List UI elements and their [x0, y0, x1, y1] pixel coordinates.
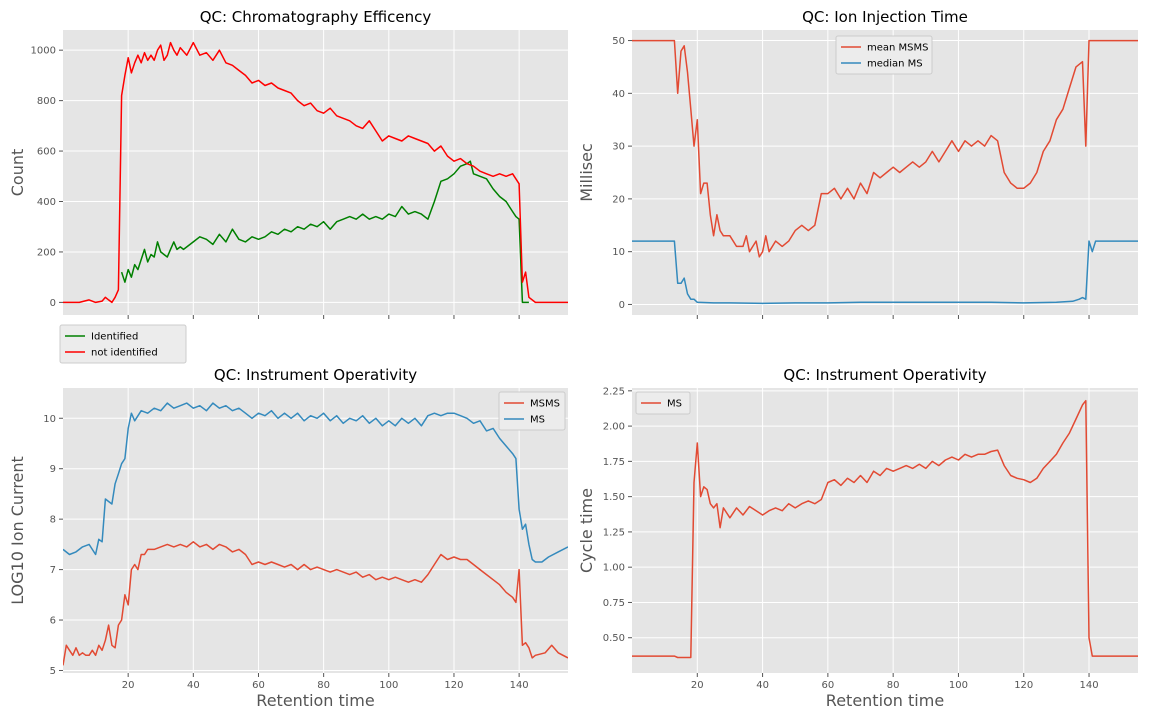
y-tick-label: 1.25 [603, 527, 625, 538]
y-tick-label: 2.25 [603, 386, 625, 397]
series-line-2 [63, 41, 568, 304]
plot-area [632, 30, 1138, 315]
y-tick-label: 8 [50, 515, 56, 526]
plot-area [63, 388, 568, 673]
chart-panel-2: 0 10 20 30 40 50 QC: Ion Injection Time Millise… [577, 8, 1138, 319]
y-tick-label: 0.75 [603, 598, 625, 609]
chart-panel-4: 20 40 60 80 100 120 140 0.50 0.75 1.00 1.25 1.50 1.7… [577, 366, 1138, 710]
series-line-1 [632, 39, 1138, 258]
x-tick-label: 100 [379, 680, 398, 691]
y-tick-label: 1000 [31, 46, 56, 57]
y-axis-label: LOG10 Ion Current [8, 456, 27, 605]
y-tick-label: 1.00 [603, 563, 625, 574]
chart-title: QC: Instrument Operativity [214, 366, 417, 384]
series-line-1 [63, 541, 568, 666]
y-axis-label: Cycle time [577, 488, 596, 573]
y-axis-label: Count [8, 149, 27, 197]
x-tick-label: 40 [756, 680, 769, 691]
y-tick-label: 1.75 [603, 457, 625, 468]
y-tick-label: 50 [612, 36, 625, 47]
legend-label: Identified [91, 332, 138, 343]
x-tick-label: 100 [949, 680, 968, 691]
y-tick-label: 9 [50, 464, 56, 475]
x-tick-label: 140 [1079, 680, 1098, 691]
legend-label: MS [530, 415, 545, 426]
series-line-2 [63, 402, 568, 563]
x-tick-label: 120 [1014, 680, 1033, 691]
x-tick-label: 80 [887, 680, 900, 691]
x-tick-label: 80 [317, 680, 330, 691]
y-tick-label: 600 [37, 147, 56, 158]
x-tick-label: 140 [510, 680, 529, 691]
y-tick-label: 400 [37, 197, 56, 208]
legend-label: median MS [867, 59, 923, 70]
y-tick-label: 6 [50, 616, 56, 627]
x-tick-label: 60 [822, 680, 835, 691]
y-tick-label: 0 [50, 298, 56, 309]
y-tick-label: 0 [619, 300, 625, 311]
x-tick-label: 20 [691, 680, 704, 691]
y-tick-label: 30 [612, 142, 625, 153]
chart-title: QC: Ion Injection Time [802, 8, 968, 26]
x-tick-label: 20 [122, 680, 135, 691]
series-line-2 [632, 240, 1138, 305]
x-axis-label: Retention time [826, 691, 944, 710]
y-tick-label: 20 [612, 194, 625, 205]
y-tick-label: 800 [37, 96, 56, 107]
legend: MS [635, 391, 691, 415]
plot-area [632, 388, 1138, 673]
x-axis-label: Retention time [256, 691, 374, 710]
legend-label: MS [667, 399, 682, 410]
y-tick-label: 40 [612, 89, 625, 100]
chart-title: QC: Chromatography Efficency [200, 8, 432, 26]
x-tick-label: 120 [444, 680, 463, 691]
y-tick-label: 200 [37, 247, 56, 258]
y-axis-label: Millisec [577, 143, 596, 202]
series-line-1 [632, 399, 1138, 659]
legend: Identified not identified [59, 324, 187, 364]
legend-label: not identified [91, 348, 158, 359]
legend-box [498, 391, 566, 431]
legend-label: mean MSMS [867, 43, 929, 54]
legend-label: MSMS [530, 399, 560, 410]
x-tick-label: 60 [252, 680, 265, 691]
y-tick-label: 7 [50, 565, 56, 576]
chart-panel-1: 0 200 400 600 800 1000 QC: Chromatography Effi… [8, 8, 568, 364]
chart-title: QC: Instrument Operativity [783, 366, 986, 384]
legend-box [635, 391, 691, 415]
y-tick-label: 10 [43, 414, 56, 425]
legend: mean MSMS median MS [835, 35, 933, 75]
y-tick-label: 10 [612, 247, 625, 258]
series-line-1 [120, 160, 529, 304]
legend-box [835, 35, 933, 75]
y-tick-label: 1.50 [603, 492, 625, 503]
y-tick-label: 2.00 [603, 422, 625, 433]
chart-panel-3: 20 40 60 80 100 120 140 5 6 7 8 9 10 QC: Instrument O… [8, 366, 568, 710]
y-tick-label: 0.50 [603, 633, 625, 644]
plot-area [63, 30, 568, 315]
legend-box [59, 324, 187, 364]
x-tick-label: 40 [187, 680, 200, 691]
y-tick-label: 5 [50, 666, 56, 677]
